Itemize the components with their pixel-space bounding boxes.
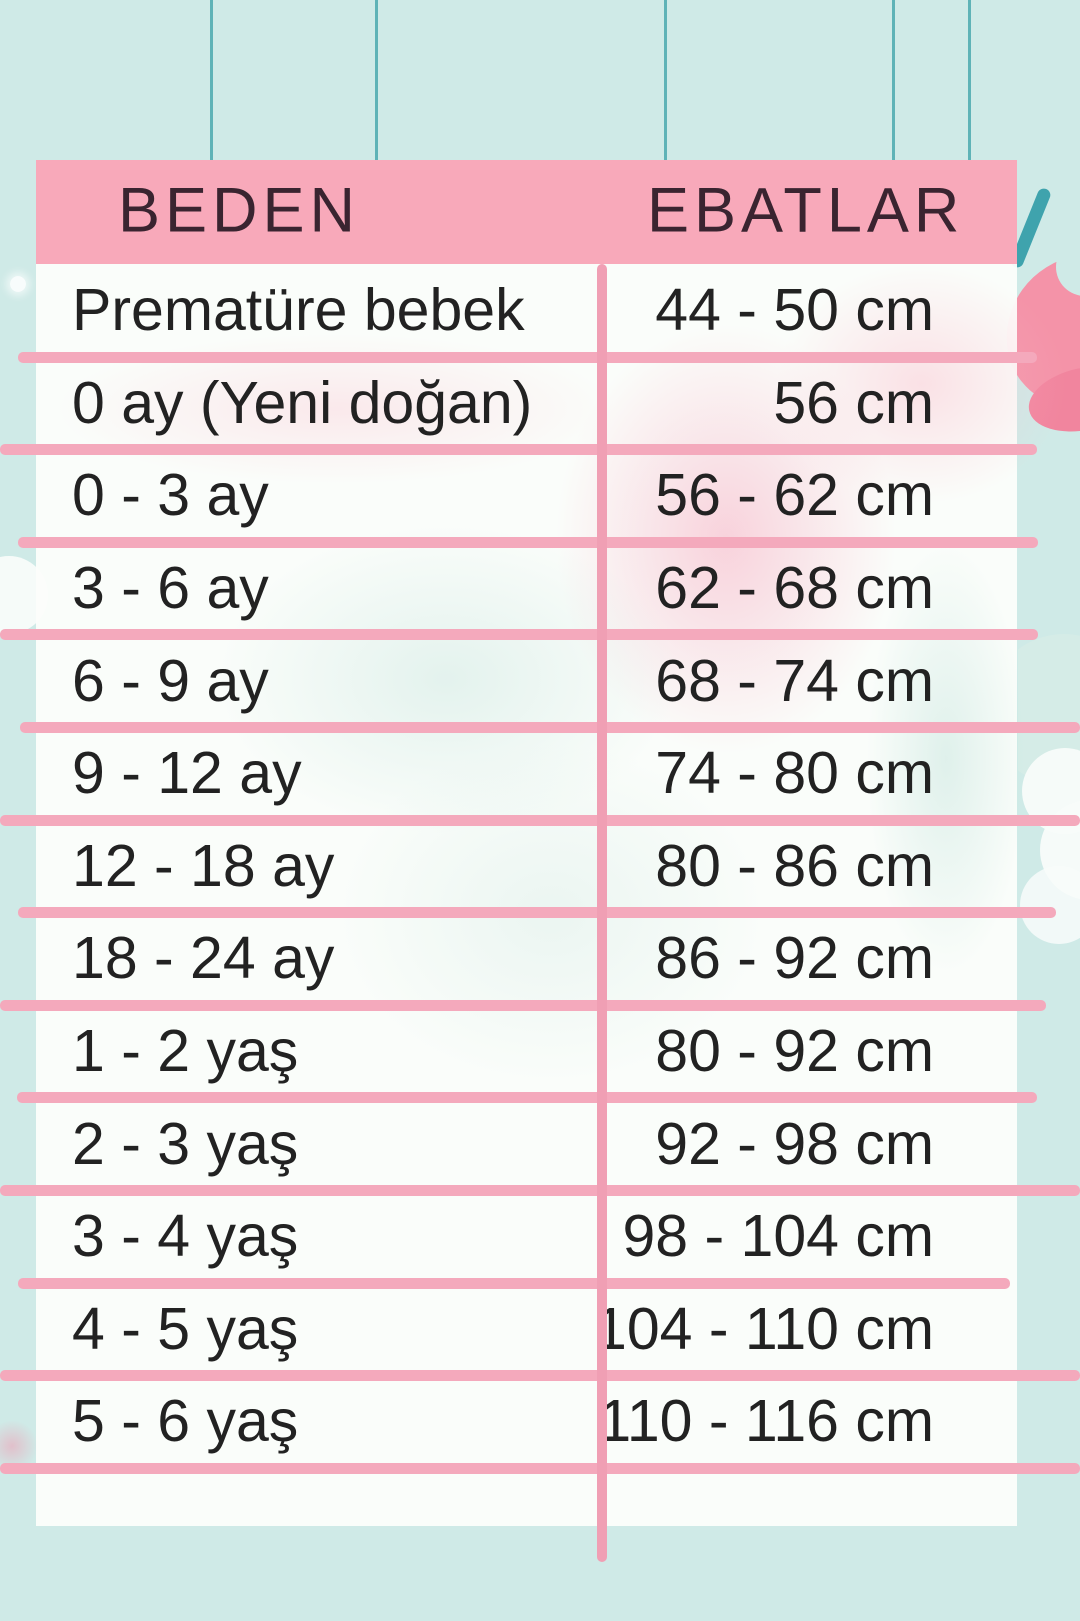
size-cell: 18 - 24 ay [72, 925, 335, 992]
dimensions-cell: 56 cm [773, 369, 934, 436]
dimensions-cell: 104 - 110 cm [594, 1295, 934, 1362]
sparkle-decoration [10, 276, 26, 292]
hanging-string-decoration [375, 0, 378, 164]
row-divider-line [0, 1463, 1080, 1474]
column-divider-line [597, 264, 607, 1562]
row-divider-line [0, 629, 1038, 640]
row-divider-line [0, 1000, 1046, 1011]
size-cell: 6 - 9 ay [72, 647, 269, 714]
hanging-string-decoration [664, 0, 667, 164]
row-divider-line [0, 815, 1080, 826]
table-row: 3 - 6 ay 62 - 68 cm [36, 542, 1017, 635]
column-header-dimensions: EBATLAR [647, 175, 965, 246]
dimensions-cell: 56 - 62 cm [655, 462, 934, 529]
size-cell: 0 ay (Yeni doğan) [72, 369, 533, 436]
table-header: BEDEN EBATLAR [36, 160, 1017, 264]
row-divider-line [0, 1185, 1080, 1196]
table-row: 6 - 9 ay 68 - 74 cm [36, 634, 1017, 727]
row-divider-line [17, 1092, 1037, 1103]
table-row: 2 - 3 yaş 92 - 98 cm [36, 1097, 1017, 1190]
table-rows: Prematüre bebek 44 - 50 cm 0 ay (Yeni do… [36, 264, 1017, 1526]
table-row: 1 - 2 yaş 80 - 92 cm [36, 1005, 1017, 1098]
row-divider-line [18, 907, 1056, 918]
dimensions-cell: 86 - 92 cm [655, 925, 934, 992]
table-row: 3 - 4 yaş 98 - 104 cm [36, 1190, 1017, 1283]
size-cell: 12 - 18 ay [72, 832, 335, 899]
size-cell: 3 - 4 yaş [72, 1203, 299, 1270]
row-divider-line [18, 1278, 1010, 1289]
dimensions-cell: 92 - 98 cm [655, 1110, 934, 1177]
table-row: 18 - 24 ay 86 - 92 cm [36, 912, 1017, 1005]
hanging-string-decoration [210, 0, 213, 164]
size-cell: 2 - 3 yaş [72, 1110, 299, 1177]
table-row: 5 - 6 yaş 110 - 116 cm [36, 1375, 1017, 1468]
table-row: 12 - 18 ay 80 - 86 cm [36, 820, 1017, 913]
dimensions-cell: 68 - 74 cm [655, 647, 934, 714]
dimensions-cell: 80 - 92 cm [655, 1018, 934, 1085]
row-divider-line [0, 1370, 1080, 1381]
table-row: 9 - 12 ay 74 - 80 cm [36, 727, 1017, 820]
dimensions-cell: 80 - 86 cm [655, 832, 934, 899]
size-cell: 4 - 5 yaş [72, 1295, 299, 1362]
table-row: 0 ay (Yeni doğan) 56 cm [36, 357, 1017, 450]
row-divider-line [20, 722, 1080, 733]
table-row: 4 - 5 yaş 104 - 110 cm [36, 1283, 1017, 1376]
row-divider-line [18, 352, 1037, 363]
hanging-string-decoration [968, 0, 971, 164]
table-row: 0 - 3 ay 56 - 62 cm [36, 449, 1017, 542]
size-cell: 1 - 2 yaş [72, 1018, 299, 1085]
column-header-size: BEDEN [118, 175, 361, 246]
size-cell: 0 - 3 ay [72, 462, 269, 529]
hanging-string-decoration [892, 0, 895, 164]
dimensions-cell: 74 - 80 cm [655, 740, 934, 807]
dimensions-cell: 98 - 104 cm [622, 1203, 934, 1270]
table-row: Prematüre bebek 44 - 50 cm [36, 264, 1017, 357]
dimensions-cell: 62 - 68 cm [655, 555, 934, 622]
wave-decoration [1018, 538, 1080, 790]
row-divider-line [0, 444, 1037, 455]
dimensions-cell: 44 - 50 cm [655, 277, 934, 344]
size-cell: Prematüre bebek [72, 277, 525, 344]
dimensions-cell: 110 - 116 cm [598, 1388, 934, 1455]
size-cell: 9 - 12 ay [72, 740, 302, 807]
cloud-decoration [1020, 866, 1080, 944]
size-cell: 3 - 6 ay [72, 555, 269, 622]
size-cell: 5 - 6 yaş [72, 1388, 299, 1455]
row-divider-line [18, 537, 1038, 548]
